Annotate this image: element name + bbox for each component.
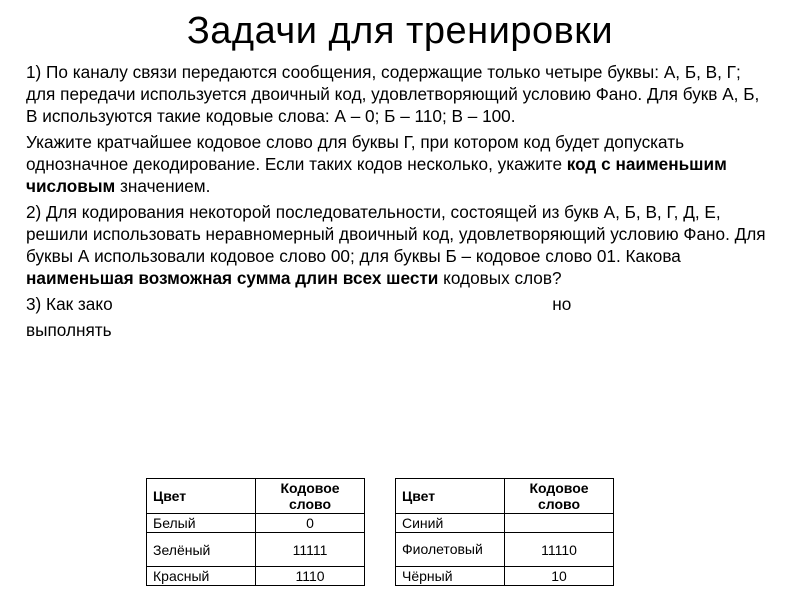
cell-color: Белый <box>147 514 256 533</box>
cell-code: 10 <box>505 567 614 586</box>
cell-code: 11110 <box>505 533 614 567</box>
cell-code <box>505 514 614 533</box>
p2-text-c: значением. <box>115 176 210 196</box>
th-code: Кодовое слово <box>505 479 614 514</box>
paragraph-4: 3) Как зако но <box>26 293 774 315</box>
table-row: Синий <box>396 514 614 533</box>
th-color: Цвет <box>147 479 256 514</box>
p3-bold: наименьшая возможная сумма длин всех шес… <box>26 268 438 288</box>
th-color: Цвет <box>396 479 505 514</box>
cell-color: Зелёный <box>147 533 256 567</box>
cell-color: Синий <box>396 514 505 533</box>
cell-code: 0 <box>256 514 365 533</box>
slide: Задачи для тренировки 1) По каналу связи… <box>0 0 800 600</box>
cell-color: Красный <box>147 567 256 586</box>
table-header-row: Цвет Кодовое слово <box>396 479 614 514</box>
p3-text-c: кодовых слов? <box>438 268 561 288</box>
cell-color: Чёрный <box>396 567 505 586</box>
cell-color: Фиолетовый <box>396 533 505 567</box>
table-row: Красный 1110 <box>147 567 365 586</box>
paragraph-5: выполнять <box>26 319 774 341</box>
table-row: Фиолетовый 11110 <box>396 533 614 567</box>
tables-overlay: Цвет Кодовое слово Белый 0 Зелёный 11111… <box>146 478 614 586</box>
body-text: 1) По каналу связи передаются сообщения,… <box>26 61 774 341</box>
paragraph-1: 1) По каналу связи передаются сообщения,… <box>26 61 774 127</box>
table-row: Чёрный 10 <box>396 567 614 586</box>
paragraph-2: Укажите кратчайшее кодовое слово для бук… <box>26 131 774 197</box>
p3-text-a: 2) Для кодирования некоторой последовате… <box>26 202 766 266</box>
cell-code: 11111 <box>256 533 365 567</box>
table-right: Цвет Кодовое слово Синий Фиолетовый 1111… <box>395 478 614 586</box>
table-row: Белый 0 <box>147 514 365 533</box>
paragraph-3: 2) Для кодирования некоторой последовате… <box>26 201 774 289</box>
table-header-row: Цвет Кодовое слово <box>147 479 365 514</box>
cell-code: 1110 <box>256 567 365 586</box>
table-row: Зелёный 11111 <box>147 533 365 567</box>
p4-text-a: 3) Как зако <box>26 294 113 314</box>
p4-text-b: но <box>552 294 571 314</box>
table-left: Цвет Кодовое слово Белый 0 Зелёный 11111… <box>146 478 365 586</box>
page-title: Задачи для тренировки <box>26 10 774 53</box>
th-code: Кодовое слово <box>256 479 365 514</box>
